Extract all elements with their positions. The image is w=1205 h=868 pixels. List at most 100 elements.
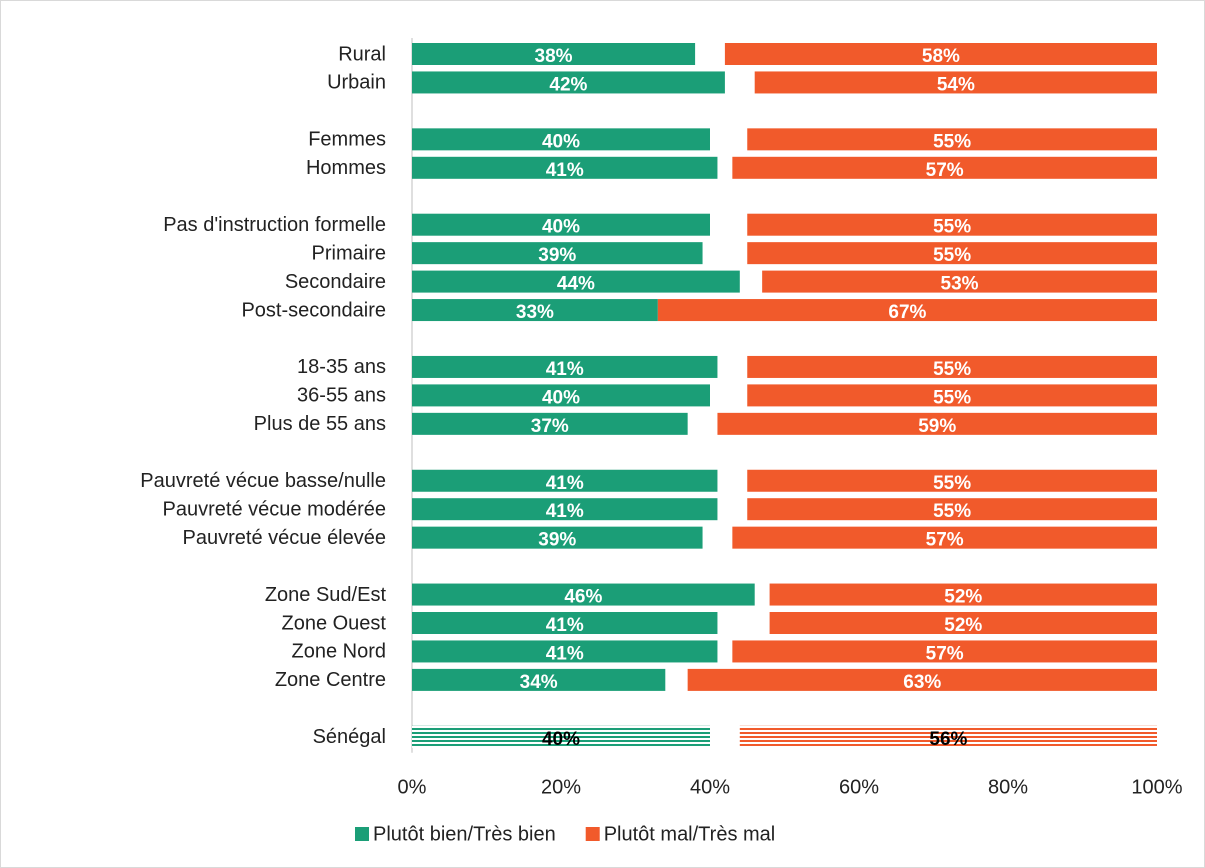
data-label: 40%: [542, 131, 580, 152]
x-tick-label: 100%: [1131, 776, 1182, 798]
x-tick-label: 60%: [839, 776, 879, 798]
bar: [412, 43, 696, 65]
bar: [412, 612, 718, 634]
bar: [724, 43, 1157, 65]
data-label: 52%: [944, 615, 982, 636]
data-label: 55%: [933, 217, 971, 238]
bar: [412, 213, 710, 236]
bar: [412, 498, 718, 521]
y-tick-label: Pauvreté vécue basse/nulle: [140, 470, 386, 492]
bar: [412, 355, 718, 378]
y-tick-label: Zone Nord: [292, 641, 387, 663]
bar: [687, 668, 1157, 691]
data-label: 67%: [888, 302, 926, 323]
bar: [412, 156, 718, 179]
data-label: 37%: [531, 416, 569, 437]
y-tick-label: Zone Ouest: [281, 612, 386, 634]
bar: [412, 469, 718, 492]
bar: [769, 612, 1157, 634]
bar: [657, 299, 1157, 322]
data-label: 40%: [542, 729, 580, 750]
bar: [732, 156, 1157, 179]
bar: [739, 725, 1157, 748]
data-label: 63%: [903, 672, 941, 693]
bar: [732, 526, 1157, 549]
bar: [412, 526, 703, 549]
bar: [412, 71, 725, 94]
data-label: 55%: [933, 245, 971, 266]
data-label: 41%: [546, 359, 584, 380]
bar: [412, 640, 718, 663]
data-label: 55%: [933, 473, 971, 494]
y-tick-label: 18-35 ans: [297, 356, 386, 378]
data-label: 55%: [933, 387, 971, 408]
data-label: 41%: [546, 473, 584, 494]
data-label: 56%: [929, 729, 967, 750]
data-label: 55%: [933, 359, 971, 380]
data-label: 57%: [926, 643, 964, 664]
bar: [412, 384, 710, 407]
y-tick-label: Pas d'instruction formelle: [163, 214, 386, 236]
bar: [732, 640, 1157, 663]
data-label: 42%: [549, 74, 587, 95]
data-label: 33%: [516, 302, 554, 323]
data-label: 58%: [922, 46, 960, 67]
data-label: 41%: [546, 643, 584, 664]
bar: [747, 242, 1157, 265]
bar: [747, 384, 1157, 407]
data-label: 52%: [944, 587, 982, 608]
y-tick-label: Primaire: [312, 242, 386, 264]
data-label: 34%: [520, 672, 558, 693]
bar: [747, 469, 1157, 492]
bar: [412, 412, 688, 435]
data-label: 44%: [557, 274, 595, 295]
y-tick-label: Plus de 55 ans: [254, 413, 386, 435]
bar: [412, 668, 666, 691]
bar: [747, 128, 1157, 151]
data-label: 55%: [933, 501, 971, 522]
x-tick-label: 40%: [690, 776, 730, 798]
data-label: 46%: [564, 587, 602, 608]
data-label: 41%: [546, 615, 584, 636]
y-tick-label: Post-secondaire: [241, 299, 386, 321]
data-label: 41%: [546, 501, 584, 522]
bar: [754, 71, 1157, 94]
bar: [412, 583, 755, 606]
bar: [747, 498, 1157, 521]
data-label: 40%: [542, 387, 580, 408]
bar: [412, 270, 740, 293]
y-tick-label: Rural: [338, 43, 386, 65]
y-tick-label: Femmes: [308, 129, 386, 151]
data-label: 38%: [535, 46, 573, 67]
y-tick-label: Hommes: [306, 157, 386, 179]
data-label: 57%: [926, 530, 964, 551]
legend-swatch: [585, 827, 600, 841]
bar: [762, 270, 1157, 293]
bar: [717, 412, 1157, 435]
data-label: 53%: [941, 274, 979, 295]
y-tick-label: Zone Centre: [275, 669, 386, 691]
data-label: 57%: [926, 160, 964, 181]
legend-label: Plutôt bien/Très bien: [373, 823, 556, 845]
bar: [412, 128, 710, 151]
bar: [412, 725, 710, 748]
bar: [747, 355, 1157, 378]
data-label: 39%: [538, 530, 576, 551]
legend-label: Plutôt mal/Très mal: [604, 823, 776, 845]
bar: [412, 242, 703, 265]
y-tick-label: Pauvreté vécue modérée: [163, 498, 386, 520]
data-label: 55%: [933, 131, 971, 152]
data-label: 54%: [937, 74, 975, 95]
data-label: 59%: [918, 416, 956, 437]
y-tick-label: Zone Sud/Est: [265, 584, 387, 606]
x-tick-label: 80%: [988, 776, 1028, 798]
legend-swatch: [355, 827, 369, 841]
bar: [769, 583, 1157, 606]
y-tick-label: Pauvreté vécue élevée: [183, 527, 386, 549]
bar: [747, 213, 1157, 236]
y-tick-label: Urbain: [327, 72, 386, 94]
y-tick-label: Secondaire: [285, 271, 386, 293]
y-tick-label: 36-55 ans: [297, 385, 386, 407]
x-tick-label: 20%: [541, 776, 581, 798]
